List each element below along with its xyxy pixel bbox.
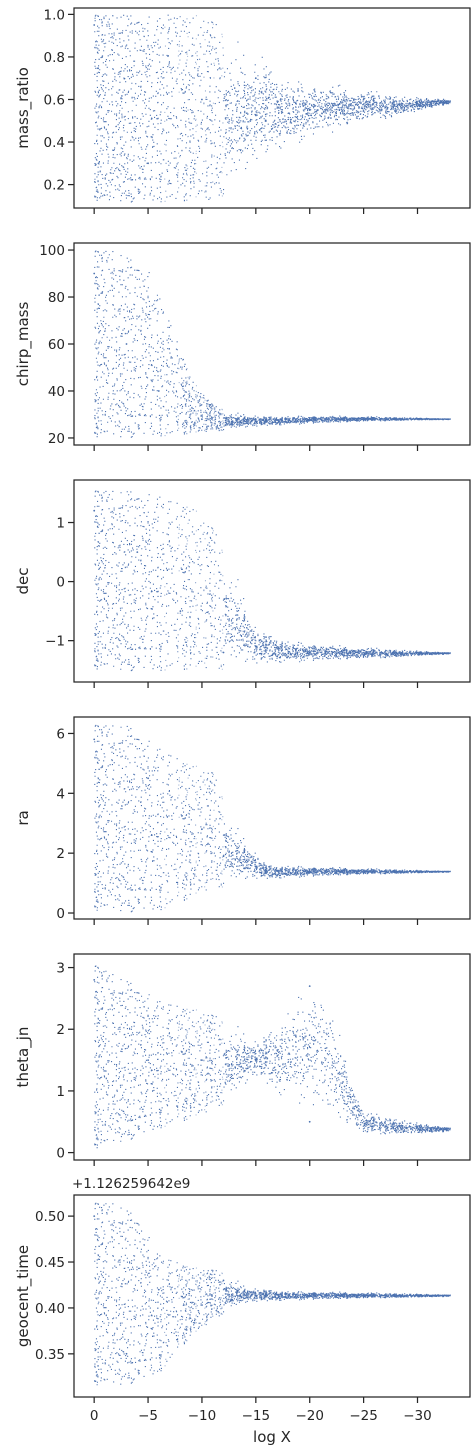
y-tick-label: 1.0 — [44, 7, 65, 23]
data-point — [416, 870, 419, 872]
data-point — [308, 1120, 311, 1123]
data-point — [147, 162, 150, 165]
data-point — [222, 1279, 225, 1282]
x-tick-label: 0 — [90, 1408, 99, 1424]
data-point — [179, 610, 182, 612]
scatter-cloud — [94, 965, 451, 1149]
y-tick-label: 1 — [56, 516, 65, 532]
y-axis-label: dec — [14, 568, 32, 595]
y-tick-label: 0 — [56, 575, 65, 591]
y-tick-label: 6 — [56, 726, 65, 742]
axes-frame — [73, 953, 471, 1161]
y-tick-label: 2 — [56, 1022, 65, 1038]
axes-frame — [73, 716, 471, 920]
data-point — [254, 77, 257, 80]
data-point — [147, 1059, 150, 1061]
y-axis-label: mass_ratio — [14, 67, 33, 149]
x-tick-label: −30 — [403, 1408, 432, 1424]
data-point — [157, 1288, 160, 1291]
scatter-cloud — [94, 724, 451, 913]
y-tick-label: 0.45 — [35, 1255, 65, 1271]
x-tick-label: −10 — [188, 1408, 217, 1424]
y-tick-label: 80 — [48, 290, 65, 306]
y-tick-label: 0.8 — [44, 50, 65, 66]
y-tick-label: 3 — [56, 961, 65, 977]
y-tick-label: −1 — [45, 634, 65, 650]
data-point — [416, 102, 419, 105]
y-axis-label: ra — [14, 810, 32, 825]
y-tick-label: 0.50 — [35, 1209, 65, 1225]
axes-frame — [73, 1194, 471, 1398]
data-point — [416, 1294, 419, 1296]
y-tick-label: 40 — [48, 384, 65, 400]
y-tick-label: 0.6 — [44, 92, 65, 108]
data-point — [147, 777, 150, 780]
y-tick-label: 0 — [56, 1146, 65, 1162]
data-point — [93, 24, 96, 26]
panel-ra: 0 2 4 6 ra — [14, 716, 471, 925]
data-point — [395, 651, 397, 654]
panel-dec: −1 0 1 dec — [14, 479, 471, 688]
x-axis-label: log X — [253, 1428, 291, 1446]
scatter-cloud — [94, 490, 451, 672]
data-point — [222, 855, 225, 858]
data-point — [125, 343, 128, 345]
y-tick-label: 20 — [48, 431, 65, 447]
scatter-cloud — [94, 1202, 451, 1386]
y-tick-label: 0 — [56, 906, 65, 922]
x-tick-label: −20 — [295, 1408, 324, 1424]
scatter-cloud — [94, 250, 451, 438]
y-tick-label: 2 — [56, 846, 65, 862]
axes-frame — [73, 242, 471, 446]
data-point — [362, 98, 365, 101]
y-axis-label: geocent_time — [14, 1245, 33, 1347]
y-tick-label: 0.4 — [44, 135, 65, 151]
y-tick-label: 4 — [56, 786, 65, 802]
y-offset-text: +1.126259642e9 — [72, 1176, 190, 1192]
data-point — [416, 1127, 419, 1129]
panel-geocent_time: 0.35 0.40 0.45 0.50 geocent_time +1.126259642… — [14, 1176, 471, 1446]
data-point — [416, 418, 419, 421]
data-point — [201, 98, 203, 101]
data-point — [308, 870, 311, 872]
y-tick-label: 100 — [39, 243, 65, 259]
data-point — [308, 1294, 311, 1296]
x-tick-label: −5 — [138, 1408, 158, 1424]
scatter-cloud — [94, 14, 451, 203]
data-point — [254, 1059, 257, 1061]
data-point — [93, 509, 96, 512]
data-point — [308, 985, 311, 987]
x-tick-label: −25 — [349, 1408, 378, 1424]
data-point — [308, 651, 311, 654]
y-tick-label: 0.2 — [44, 178, 65, 194]
data-point — [93, 979, 96, 981]
data-point — [201, 418, 203, 421]
data-point — [308, 418, 311, 421]
data-point — [222, 651, 225, 654]
data-point — [254, 418, 257, 421]
axes-frame — [73, 7, 471, 209]
data-point — [308, 109, 311, 111]
data-point — [93, 1215, 96, 1217]
y-tick-label: 1 — [56, 1084, 65, 1100]
data-point — [201, 1059, 203, 1061]
data-point — [125, 1352, 128, 1355]
data-point — [136, 551, 139, 553]
data-point — [93, 272, 96, 275]
panel-theta_jn: 0 1 2 3 theta_jn — [14, 953, 471, 1166]
y-tick-label: 0.40 — [35, 1301, 65, 1317]
y-tick-label: 0.35 — [35, 1347, 65, 1363]
y-tick-label: 60 — [48, 337, 65, 353]
panel-mass_ratio: 0.2 0.4 0.6 0.8 1.0 mass_ratio — [14, 7, 471, 214]
y-axis-label: chirp_mass — [14, 302, 33, 387]
data-point — [157, 390, 160, 392]
data-point — [201, 828, 203, 831]
y-axis-label: theta_jn — [14, 1027, 33, 1088]
data-point — [93, 738, 96, 741]
x-tick-label: −15 — [242, 1408, 271, 1424]
panel-chirp_mass: 20 40 60 80 100 chirp_mass — [14, 242, 471, 451]
